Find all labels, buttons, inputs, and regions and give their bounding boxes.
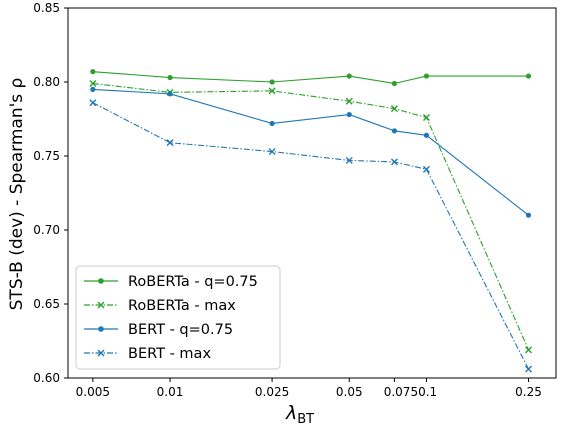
- data-point: [269, 120, 275, 127]
- data-point: [525, 73, 532, 79]
- y-tick-label: 0.85: [33, 1, 60, 15]
- data-point: [422, 165, 430, 173]
- x-tick-label: 0.0750.1: [384, 385, 437, 399]
- x-axis-title-main: λ: [285, 402, 297, 424]
- data-point: [345, 97, 353, 105]
- legend-item: BERT - max: [84, 346, 211, 362]
- data-point: [90, 86, 96, 92]
- x-axis-title-subscript: BT: [297, 412, 314, 424]
- data-point: [390, 105, 398, 113]
- legend-item: RoBERTa - q=0.75: [84, 274, 258, 290]
- legend-marker: [97, 349, 105, 357]
- data-point: [166, 139, 174, 147]
- legend-marker: [98, 278, 104, 284]
- legend-marker: [98, 326, 104, 332]
- data-point: [167, 91, 173, 97]
- x-axis-title: λBT: [285, 402, 314, 424]
- data-point: [525, 346, 533, 354]
- series-3: [89, 99, 533, 373]
- data-point: [391, 128, 398, 134]
- data-point: [167, 74, 173, 81]
- data-point: [89, 99, 97, 107]
- data-point: [345, 156, 353, 164]
- y-axis-title: STS-B (dev) - Spearman's ρ: [7, 78, 27, 311]
- data-point: [346, 111, 352, 118]
- x-tick-label: 0.05: [336, 385, 363, 399]
- plot-frame: [67, 7, 557, 379]
- legend-label: RoBERTa - q=0.75: [128, 274, 258, 290]
- legend-label: BERT - max: [128, 346, 211, 362]
- data-point: [390, 158, 398, 166]
- x-tick-label: 0.025: [255, 385, 289, 399]
- series-0: [90, 69, 532, 87]
- series-2: [90, 86, 532, 218]
- y-tick-label: 0.65: [33, 297, 60, 311]
- data-point: [423, 132, 430, 138]
- data-point: [89, 79, 97, 87]
- data-point: [525, 365, 533, 373]
- series-line: [92, 71, 529, 85]
- data-point: [268, 87, 276, 95]
- plot-area: 0.60 0.65 0.70 0.75 0.80 0.85 0.005 0.01 0.025 0.…: [33, 1, 557, 399]
- legend-marker: [97, 301, 105, 309]
- x-tick-label: 0.01: [157, 385, 184, 399]
- data-point: [346, 73, 352, 79]
- legend-box: [75, 265, 281, 370]
- legend: RoBERTa - q=0.75 RoBERTa - max BERT - q=0.…: [75, 265, 281, 370]
- data-point: [525, 212, 532, 218]
- y-tick-label: 0.75: [33, 149, 60, 163]
- y-tick-label: 0.60: [33, 371, 60, 385]
- data-point: [269, 79, 275, 85]
- legend-item: BERT - q=0.75: [84, 322, 233, 338]
- legend-label: RoBERTa - max: [128, 298, 236, 314]
- legend-item: RoBERTa - max: [84, 298, 236, 314]
- y-tick-label: 0.70: [33, 223, 60, 237]
- x-tick-label: 0.005: [76, 385, 110, 399]
- data-point: [268, 148, 276, 156]
- legend-label: BERT - q=0.75: [128, 322, 233, 338]
- x-tick-label: 0.25: [515, 385, 542, 399]
- data-point: [423, 73, 430, 79]
- data-point: [422, 114, 430, 122]
- data-point: [391, 80, 398, 87]
- series-line: [92, 88, 529, 216]
- data-point: [90, 69, 96, 75]
- y-tick-label: 0.80: [33, 75, 60, 89]
